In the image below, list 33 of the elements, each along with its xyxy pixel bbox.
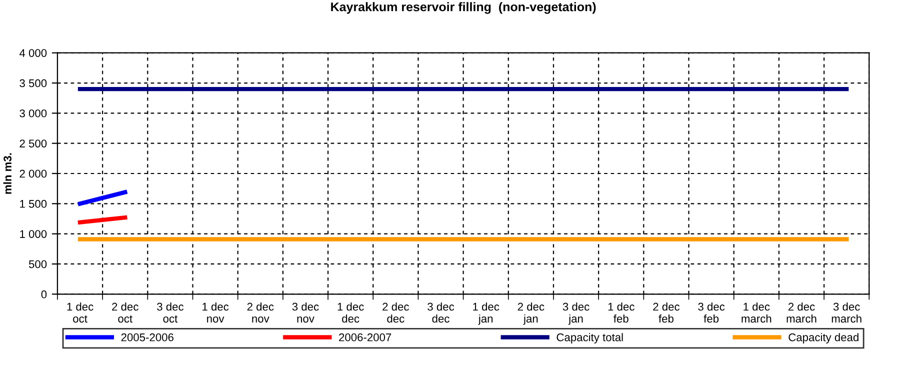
x-tick-label: 1 dec nov [202,302,229,323]
legend-label: 2005-2006 [121,333,174,342]
x-tick-label: 2 dec dec [382,302,409,323]
x-tick-label: 1 dec dec [338,302,364,323]
x-tick-label: 3 dec oct [157,302,184,323]
legend-label: Capacity dead [788,333,858,344]
x-tick-label: 3 dec march [832,302,862,323]
x-tick-label: 1 dec oct [67,302,94,323]
y-tick-label: 3 500 [20,79,47,88]
y-tick-label: 3 000 [20,109,47,118]
x-tick-label: 1 dec jan [473,302,500,325]
y-tick-label: 500 [28,260,47,268]
chart-title: Kayrakkum reservoir filling (non-vegetation) [331,2,596,14]
x-tick-label: 3 dec feb [698,302,725,323]
x-tick-label: 1 dec march [742,302,772,323]
legend-label: Capacity total [556,333,623,344]
x-tick-label: 2 dec oct [112,302,138,323]
x-tick-label: 2 dec nov [247,302,274,323]
y-tick-label: 0 [41,290,47,298]
y-axis-title: mln m3. [3,153,12,194]
x-tick-label: 3 dec dec [428,302,454,323]
y-tick-label: 2 500 [20,140,47,148]
y-tick-label: 4 000 [19,49,47,57]
x-tick-label: 1 dec feb [608,302,634,323]
x-tick-label: 2 dec march [786,302,816,323]
x-tick-label: 2 dec jan [518,302,544,325]
y-tick-label: 2 000 [20,170,47,178]
x-tick-label: 3 dec jan [562,302,590,325]
y-tick-label: 1 500 [20,200,47,208]
y-tick-label: 1 000 [20,230,47,238]
legend-label: 2006-2007 [339,333,392,342]
x-tick-label: 2 dec feb [653,302,680,323]
x-tick-label: 3 dec nov [292,302,319,323]
